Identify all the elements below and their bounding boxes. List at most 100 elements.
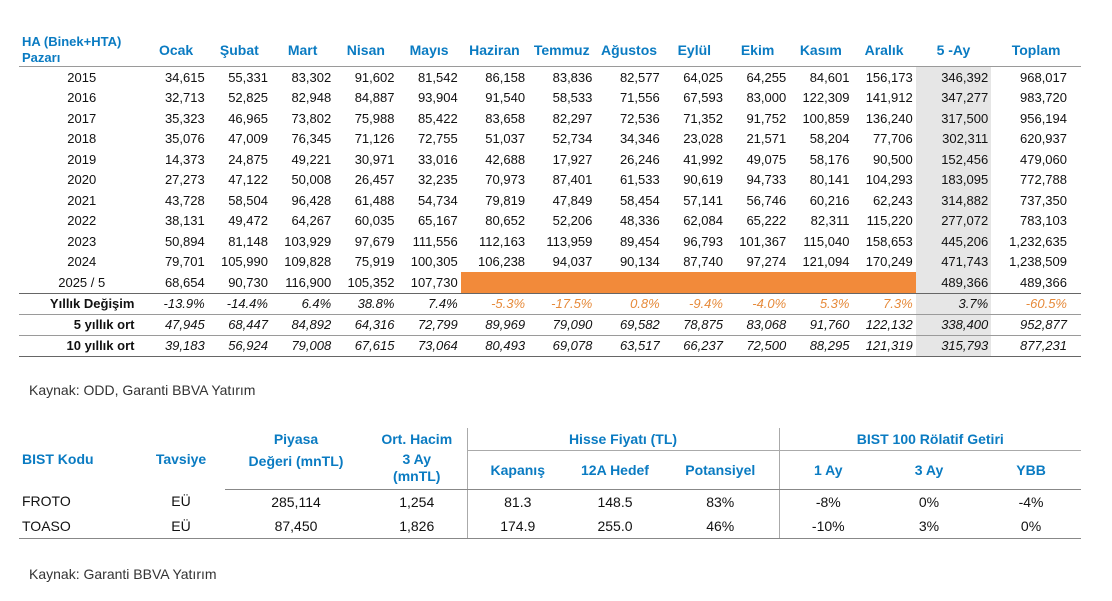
- header-potential: Potansiyel: [662, 450, 780, 490]
- value-cell: 50,894: [164, 233, 205, 249]
- value-cell: 82,577: [619, 69, 660, 85]
- value-cell: 136,240: [865, 110, 913, 126]
- stat-cell: 121,319: [852, 335, 916, 357]
- table-row: 2022 38,131 49,472 64,267 60,035 65,167 80,652…: [19, 210, 1081, 231]
- potential-cell: 46%: [662, 513, 780, 539]
- header-volume-unit: (mnTL): [393, 467, 441, 484]
- value-cell: 71,352: [683, 110, 723, 126]
- value-cell: 58,176: [809, 151, 850, 167]
- value-cell: 277,072: [915, 210, 992, 231]
- value-cell: 90,500: [872, 151, 913, 167]
- header-close: Kapanış: [466, 450, 568, 490]
- stat-cell: 338,400: [915, 314, 992, 336]
- value-cell: 170,249: [865, 254, 913, 270]
- stat-cell: 122,132: [852, 314, 916, 336]
- value-cell: 90,730: [207, 272, 271, 294]
- stat-cell: -9.4%: [662, 293, 726, 315]
- header-market-line: Pazarı: [22, 50, 61, 65]
- value-cell: 111,556: [412, 233, 458, 249]
- value-cell: 61,533: [619, 172, 660, 188]
- value-cell: [725, 272, 790, 294]
- value-cell: 116,900: [270, 272, 335, 294]
- stat-cell: 6.4%: [270, 293, 335, 315]
- value-cell: 58,454: [619, 192, 660, 208]
- stat-cell: 952,877: [991, 314, 1081, 336]
- value-cell: 302,311: [915, 128, 992, 149]
- stat-cell: 69,078: [528, 335, 596, 357]
- value-cell: 90,134: [619, 254, 660, 270]
- header-month: Şubat: [207, 34, 271, 67]
- year-cell: 2022: [67, 213, 97, 229]
- value-cell: 58,533: [552, 90, 593, 106]
- value-cell: 57,141: [683, 192, 723, 208]
- value-cell: 58,204: [809, 131, 850, 147]
- value-cell: 106,238: [478, 254, 526, 270]
- value-cell: 60,035: [354, 213, 395, 229]
- value-cell: 60,216: [809, 192, 850, 208]
- table-row: 2016 32,713 52,825 82,948 84,887 93,904 91,540…: [19, 87, 1081, 108]
- value-cell: 87,740: [683, 254, 723, 270]
- value-cell: 56,746: [746, 192, 787, 208]
- value-cell: 83,302: [291, 69, 332, 85]
- stat-cell: 91,760: [789, 314, 853, 336]
- value-cell: 113,959: [546, 233, 593, 249]
- value-cell: 83,658: [485, 110, 526, 126]
- stat-cell: 73,064: [397, 335, 461, 357]
- header-mcap-top: Piyasa: [273, 431, 319, 448]
- value-cell: 52,825: [228, 90, 268, 106]
- stat-cell: 66,237: [662, 335, 726, 357]
- value-cell: [528, 272, 596, 294]
- value-cell: 115,220: [866, 213, 913, 229]
- table-row: 2023 50,894 81,148 103,929 97,679 111,556 112,…: [19, 231, 1081, 252]
- mcap-cell: 87,450: [225, 513, 367, 539]
- header-market-line: HA (Binek+HTA): [22, 34, 122, 49]
- stat-cell: 7.3%: [852, 293, 916, 315]
- value-cell: 317,500: [915, 108, 992, 129]
- value-cell: 471,743: [915, 251, 992, 272]
- header-relative-group: BIST 100 Rölatif Getiri: [778, 428, 1082, 451]
- stat-label: 5 yıllık ort: [19, 314, 145, 336]
- value-cell: 79,701: [164, 254, 205, 270]
- value-cell: 27,273: [164, 172, 205, 188]
- value-cell: 65,222: [746, 213, 787, 229]
- table-row: 2017 35,323 46,965 73,802 75,988 85,422 83,658…: [19, 108, 1081, 129]
- stat-cell: 83,068: [725, 314, 790, 336]
- value-cell: 620,937: [1020, 131, 1067, 147]
- table-row: 2018 35,076 47,009 76,345 71,126 72,755 51,037…: [19, 128, 1081, 149]
- year-cell: 2021: [67, 192, 97, 208]
- stat-row: 5 yıllık ort 47,945 68,447 84,892 64,316 72,7…: [19, 314, 1081, 336]
- value-cell: 89,454: [619, 233, 660, 249]
- value-cell: 47,122: [228, 172, 268, 188]
- close-cell: 174.9: [466, 513, 568, 539]
- value-cell: 32,713: [164, 90, 205, 106]
- stat-cell: -17.5%: [528, 293, 596, 315]
- value-cell: 14,373: [164, 151, 205, 167]
- header-month: Toplam: [991, 34, 1081, 67]
- header-3m: 3 Ay: [877, 450, 982, 490]
- rec-cell: EÜ: [137, 513, 225, 539]
- value-cell: 107,730: [397, 272, 461, 294]
- year-cell: 2017: [67, 110, 97, 126]
- value-cell: 26,246: [619, 151, 660, 167]
- year-cell: 2024: [67, 254, 97, 270]
- value-cell: 58,504: [228, 192, 268, 208]
- stat-label: 10 yıllık ort: [19, 335, 145, 357]
- value-cell: 75,988: [354, 110, 395, 126]
- header-month: Mart: [270, 34, 335, 67]
- value-cell: 77,706: [872, 131, 913, 147]
- value-cell: 75,919: [354, 254, 395, 270]
- value-cell: [852, 272, 916, 294]
- value-cell: 489,366: [915, 272, 992, 294]
- stat-cell: 79,090: [528, 314, 596, 336]
- table-row: 2015 34,615 55,331 83,302 91,602 81,542 86,158…: [19, 66, 1081, 88]
- table-row: 2020 27,273 47,122 50,008 26,457 32,235 70,973…: [19, 169, 1081, 190]
- value-cell: 17,927: [552, 151, 593, 167]
- value-cell: 64,255: [746, 69, 787, 85]
- value-cell: 115,040: [803, 233, 850, 249]
- header-month: Haziran: [460, 34, 529, 67]
- stat-cell: 68,447: [207, 314, 271, 336]
- stat-cell: 84,892: [270, 314, 335, 336]
- table-row: 2021 43,728 58,504 96,428 61,488 54,734 79,819…: [19, 190, 1081, 211]
- value-cell: 80,141: [809, 172, 850, 188]
- stat-row: Yıllık Değişim -13.9% -14.4% 6.4% 38.8% 7.4% -…: [19, 293, 1081, 315]
